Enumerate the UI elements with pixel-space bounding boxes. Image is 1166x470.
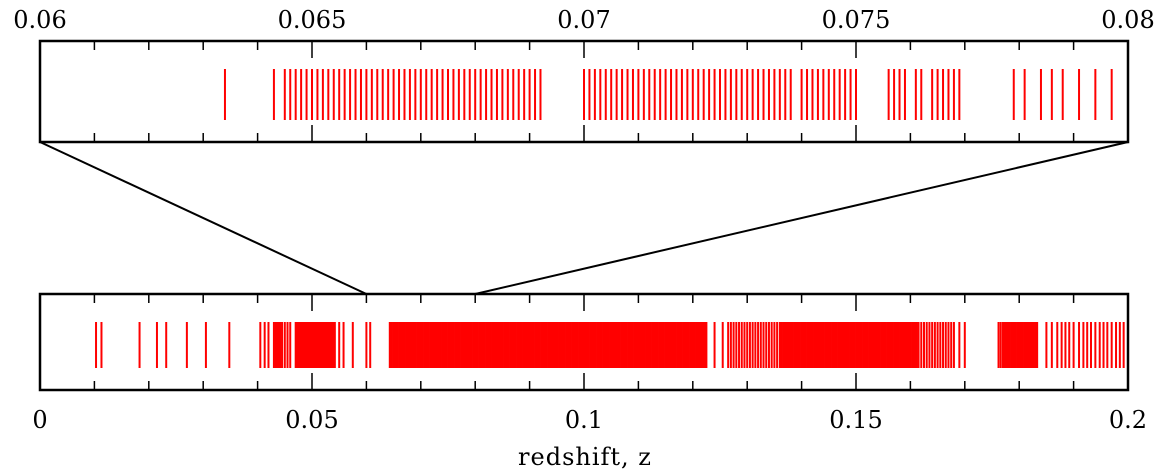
full-panel: 0 0.05 0.1 0.15 0.2 <box>32 292 1147 434</box>
rug-marks <box>223 69 1113 120</box>
tick-label: 0.065 <box>278 6 347 34</box>
tick-label: 0.1 <box>565 406 603 434</box>
rug-marks <box>95 322 1125 368</box>
tick-label: 0.2 <box>1109 406 1147 434</box>
tick-label: 0.08 <box>1101 6 1154 34</box>
tick-label: 0.07 <box>557 6 610 34</box>
zoom-connector-right <box>474 141 1129 295</box>
tick-label: 0.075 <box>822 6 891 34</box>
x-axis-title: redshift, z <box>518 443 652 470</box>
zoom-connector-lines <box>39 141 1129 295</box>
tick-label: 0 <box>32 406 47 434</box>
tick-label: 0.05 <box>285 406 338 434</box>
zoom-panel: 0.06 0.065 0.07 0.075 0.08 <box>13 6 1155 144</box>
tick-label: 0.06 <box>13 6 66 34</box>
tick-label: 0.15 <box>829 406 882 434</box>
zoom-connector-left <box>39 141 367 295</box>
